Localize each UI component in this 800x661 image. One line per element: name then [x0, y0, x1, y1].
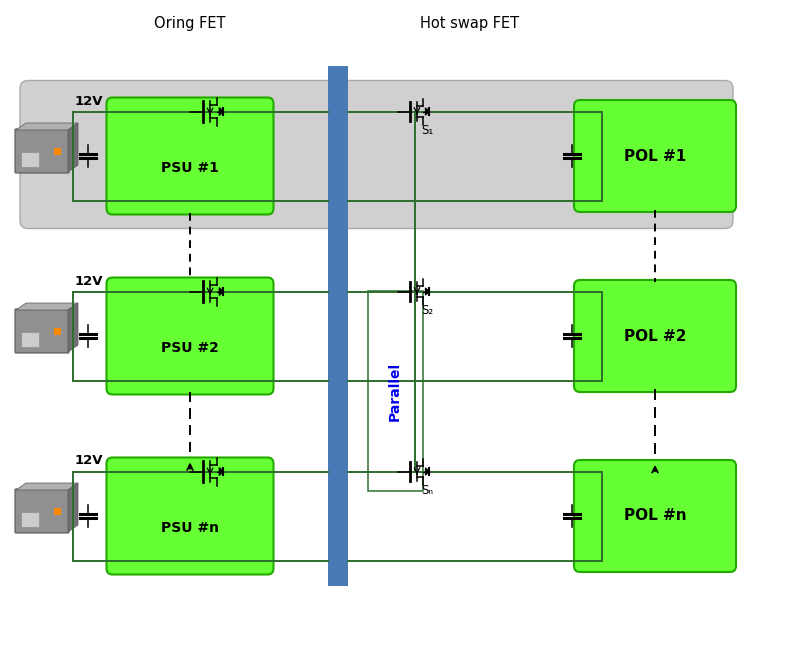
FancyBboxPatch shape	[15, 309, 69, 353]
Text: Hot swap FET: Hot swap FET	[421, 15, 519, 30]
Text: S₁: S₁	[421, 124, 433, 137]
Text: PSU #2: PSU #2	[161, 341, 219, 355]
Polygon shape	[219, 288, 223, 295]
Polygon shape	[16, 483, 78, 490]
Text: 12V: 12V	[75, 455, 103, 467]
Text: Parallel: Parallel	[388, 362, 402, 420]
Text: Oring FET: Oring FET	[154, 15, 226, 30]
Polygon shape	[219, 467, 223, 475]
Text: PSU #n: PSU #n	[161, 521, 219, 535]
FancyBboxPatch shape	[106, 98, 274, 215]
FancyBboxPatch shape	[574, 280, 736, 392]
Polygon shape	[16, 303, 78, 310]
Polygon shape	[219, 108, 223, 116]
FancyBboxPatch shape	[328, 66, 348, 586]
FancyBboxPatch shape	[106, 457, 274, 574]
Polygon shape	[426, 288, 430, 295]
FancyBboxPatch shape	[367, 291, 422, 491]
Polygon shape	[426, 468, 430, 475]
Polygon shape	[426, 108, 430, 115]
Text: 12V: 12V	[75, 95, 103, 108]
FancyBboxPatch shape	[106, 278, 274, 395]
Text: PSU #1: PSU #1	[161, 161, 219, 175]
FancyBboxPatch shape	[20, 81, 733, 229]
Text: 12V: 12V	[75, 274, 103, 288]
FancyBboxPatch shape	[54, 148, 61, 155]
Text: S₂: S₂	[421, 304, 433, 317]
FancyBboxPatch shape	[574, 460, 736, 572]
FancyBboxPatch shape	[15, 129, 69, 173]
Polygon shape	[16, 123, 78, 130]
FancyBboxPatch shape	[15, 489, 69, 533]
FancyBboxPatch shape	[54, 328, 61, 335]
Polygon shape	[68, 123, 78, 172]
Polygon shape	[68, 483, 78, 532]
FancyBboxPatch shape	[21, 332, 39, 347]
Text: POL #1: POL #1	[624, 149, 686, 163]
FancyBboxPatch shape	[21, 152, 39, 167]
FancyBboxPatch shape	[54, 508, 61, 515]
FancyBboxPatch shape	[574, 100, 736, 212]
Polygon shape	[68, 303, 78, 352]
Text: POL #2: POL #2	[624, 329, 686, 344]
Text: Sₙ: Sₙ	[421, 484, 433, 497]
Text: POL #n: POL #n	[624, 508, 686, 524]
FancyBboxPatch shape	[21, 512, 39, 527]
